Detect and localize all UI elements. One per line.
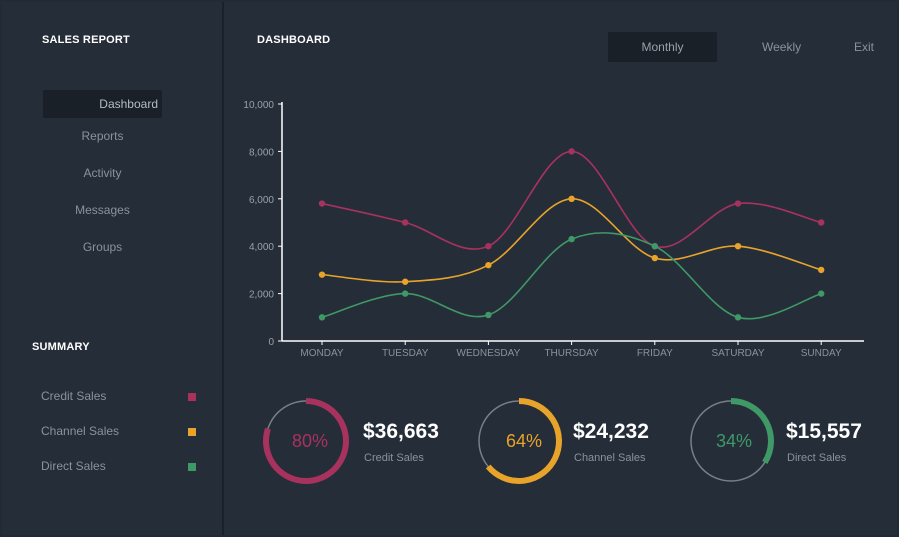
nav-item-label: Reports — [81, 129, 124, 143]
data-point — [568, 195, 575, 202]
x-tick-label: FRIDAY — [637, 348, 673, 359]
data-point — [402, 278, 409, 285]
summary-item-channel: Channel Sales — [41, 424, 120, 438]
nav-item-label: Messages — [75, 203, 130, 217]
y-tick-label: 2,000 — [249, 290, 274, 301]
credit-percent: 80% — [291, 431, 329, 451]
y-tick-label: 10,000 — [243, 100, 274, 111]
weekly-button[interactable]: Weekly — [762, 40, 802, 54]
nav-item-activity[interactable]: Activity — [43, 159, 162, 187]
data-point — [318, 271, 326, 278]
app-title: SALES REPORT — [42, 34, 130, 46]
direct-percent: 34% — [715, 431, 753, 451]
data-point — [485, 261, 492, 269]
data-point — [485, 243, 492, 250]
ring-progress-arc — [730, 398, 774, 465]
sidebar: SALES REPORT Dashboard Reports Activity … — [2, 2, 222, 535]
x-tick-label: MONDAY — [300, 348, 343, 359]
data-point — [568, 148, 575, 155]
data-point — [568, 235, 575, 243]
ring-progress-arc — [485, 398, 562, 484]
monthly-button[interactable]: Monthly — [608, 32, 717, 62]
data-point — [318, 314, 326, 321]
credit-amount: $36,663 — [363, 420, 439, 443]
page-title: DASHBOARD — [257, 34, 331, 46]
data-point — [734, 314, 742, 321]
x-tick-label: WEDNESDAY — [457, 348, 521, 359]
ring-progress-arc — [263, 398, 349, 484]
channel-amount: $24,232 — [573, 420, 649, 443]
sidebar-divider — [222, 2, 224, 535]
series-line-2 — [321, 232, 822, 320]
direct-swatch — [188, 463, 196, 471]
direct-amount: $15,557 — [786, 420, 862, 443]
y-tick-label: 6,000 — [249, 195, 274, 206]
data-point — [734, 243, 742, 250]
y-tick-label: 0 — [268, 337, 274, 348]
nav-item-label: Dashboard — [99, 97, 158, 111]
nav-item-groups[interactable]: Groups — [43, 233, 162, 261]
data-point — [734, 200, 742, 207]
summary-item-direct: Direct Sales — [41, 459, 106, 473]
data-point — [402, 219, 409, 226]
data-point — [818, 219, 825, 226]
channel-swatch — [188, 428, 196, 436]
nav-item-label: Groups — [82, 240, 123, 254]
channel-percent: 64% — [505, 431, 543, 451]
data-point — [651, 243, 658, 250]
data-point — [651, 254, 658, 262]
data-point — [318, 200, 326, 207]
x-tick-label: TUESDAY — [382, 348, 429, 359]
summary-title: SUMMARY — [32, 341, 90, 353]
x-tick-label: THURSDAY — [544, 348, 599, 359]
data-point — [818, 266, 825, 274]
nav-item-reports[interactable]: Reports — [43, 122, 162, 150]
channel-label: Channel Sales — [574, 452, 646, 464]
x-tick-label: SATURDAY — [712, 348, 765, 359]
nav-item-messages[interactable]: Messages — [43, 196, 162, 224]
direct-label: Direct Sales — [787, 452, 847, 464]
data-point — [485, 311, 492, 319]
data-point — [402, 290, 409, 297]
y-tick-label: 4,000 — [249, 242, 274, 253]
nav-item-label: Activity — [83, 166, 122, 180]
exit-button[interactable]: Exit — [854, 40, 875, 54]
credit-label: Credit Sales — [364, 452, 424, 464]
credit-swatch — [188, 393, 196, 401]
summary-item-credit: Credit Sales — [41, 389, 107, 403]
y-tick-label: 8,000 — [249, 147, 274, 158]
data-point — [818, 290, 825, 297]
x-tick-label: SUNDAY — [801, 348, 842, 359]
nav-item-dashboard[interactable]: Dashboard — [43, 90, 162, 118]
